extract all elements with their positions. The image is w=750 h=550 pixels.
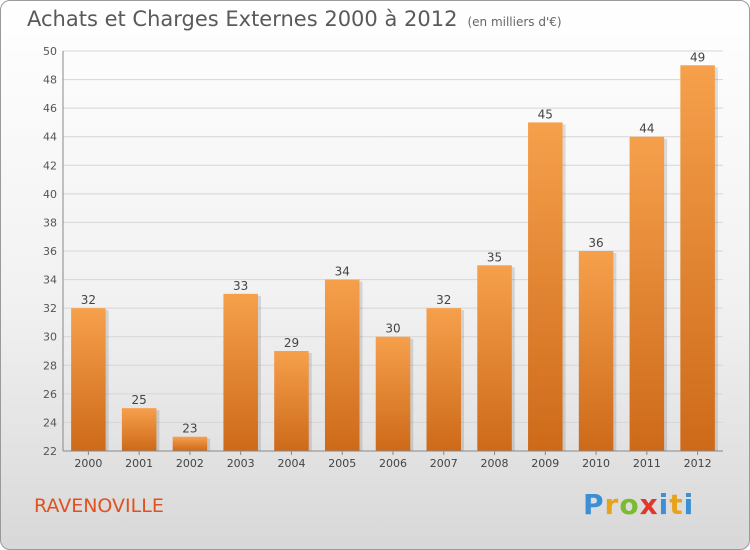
y-tick-label: 48 [43,74,57,87]
x-tick-label: 2012 [684,457,712,470]
data-label-2007: 32 [436,293,451,307]
x-tick-label: 2001 [125,457,153,470]
data-label-2001: 25 [132,393,147,407]
data-label-2012: 49 [690,50,705,64]
x-tick-label: 2002 [176,457,204,470]
data-label-2000: 32 [81,293,96,307]
x-tick-label: 2000 [74,457,102,470]
x-tick-label: 2007 [430,457,458,470]
data-label-2011: 44 [639,122,654,136]
y-tick-label: 26 [43,388,57,401]
y-tick-label: 42 [43,159,57,172]
y-tick-label: 40 [43,188,57,201]
bar-2011[interactable] [629,136,665,451]
proxiti-logo[interactable]: Proxiti [583,488,695,521]
data-label-2004: 29 [284,336,299,350]
data-label-2006: 30 [385,322,400,336]
y-tick-label: 24 [43,416,57,429]
data-label-2002: 23 [182,422,197,436]
bar-2007[interactable] [426,308,462,451]
x-tick-label: 2005 [328,457,356,470]
x-tick-label: 2006 [379,457,407,470]
unit-label: (en milliers d'€) [467,15,562,29]
x-tick-label: 2009 [531,457,559,470]
bar-2002[interactable] [172,436,208,451]
x-tick-label: 2003 [227,457,255,470]
data-label-2005: 34 [335,265,350,279]
x-tick-label: 2010 [582,457,610,470]
y-tick-label: 28 [43,359,57,372]
chart-title: Achats et Charges Externes 2000 à 2012 (e… [27,7,562,31]
bar-2000[interactable] [71,308,106,451]
y-tick-label: 46 [43,102,57,115]
y-tick-label: 32 [43,302,57,315]
y-tick-label: 36 [43,245,57,258]
bar-2009[interactable] [528,122,563,451]
bar-2006[interactable] [375,336,411,451]
bar-2003[interactable] [223,293,258,451]
bar-2008[interactable] [477,265,512,451]
data-label-2008: 35 [487,250,502,264]
y-tick-label: 30 [43,331,57,344]
title-text: Achats et Charges Externes 2000 à 2012 [27,7,458,31]
data-label-2010: 36 [588,236,603,250]
data-label-2009: 45 [538,107,553,121]
bar-2010[interactable] [578,251,614,451]
bar-2005[interactable] [324,279,360,451]
x-tick-label: 2004 [277,457,305,470]
y-tick-label: 34 [43,274,57,287]
y-tick-label: 50 [43,45,57,58]
x-tick-label: 2011 [633,457,661,470]
y-tick-label: 22 [43,445,57,458]
y-tick-label: 44 [43,131,57,144]
town-name: RAVENOVILLE [34,495,164,517]
bar-2001[interactable] [121,408,157,451]
bar-2004[interactable] [274,351,309,451]
x-tick-label: 2008 [481,457,509,470]
data-label-2003: 33 [233,279,248,293]
bar-2012[interactable] [680,65,715,452]
y-tick-label: 38 [43,216,57,229]
